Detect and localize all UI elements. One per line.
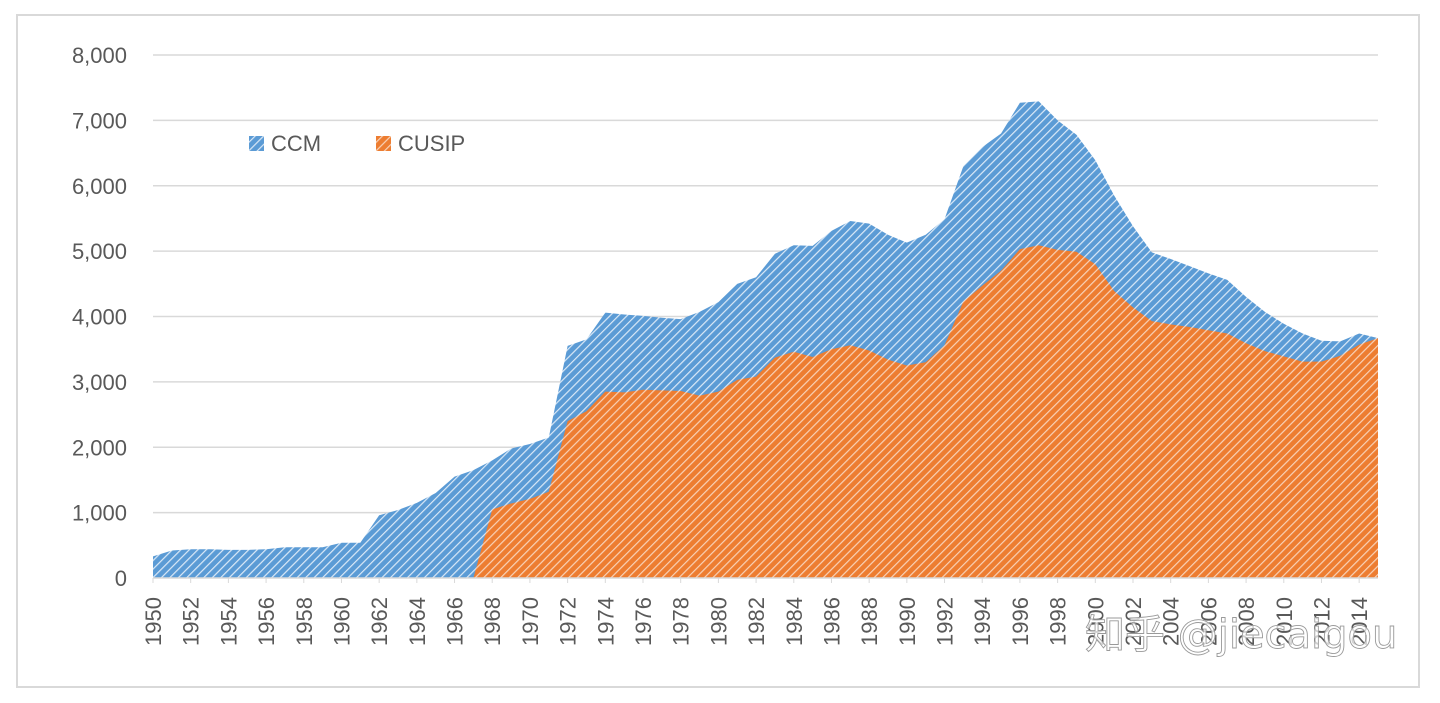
x-tick-label: 1956 — [254, 597, 279, 646]
x-tick-label: 1996 — [1008, 597, 1033, 646]
legend-label-ccm: CCM — [271, 131, 321, 156]
legend-label-cusip: CUSIP — [398, 131, 465, 156]
x-tick-label: 1962 — [367, 597, 392, 646]
x-tick-label: 2004 — [1159, 597, 1184, 646]
x-tick-label: 2014 — [1347, 597, 1372, 646]
series-area-cusip — [153, 245, 1378, 578]
x-tick-label: 2012 — [1309, 597, 1334, 646]
x-tick-label: 1992 — [933, 597, 958, 646]
y-tick-label: 1,000 — [72, 501, 127, 526]
x-tick-label: 2006 — [1196, 597, 1221, 646]
x-tick-label: 1952 — [179, 597, 204, 646]
x-tick-label: 2008 — [1234, 597, 1259, 646]
y-tick-label: 6,000 — [72, 174, 127, 199]
x-axis: 1950 1952 1954 1956 1958 1960 1962 1964 1966 1968… — [141, 578, 1372, 646]
x-tick-label: 1968 — [480, 597, 505, 646]
x-tick-label: 1994 — [970, 597, 995, 646]
x-tick-label: 1960 — [329, 597, 354, 646]
x-tick-label: 1980 — [706, 597, 731, 646]
x-tick-label: 1976 — [631, 597, 656, 646]
x-tick-label: 2000 — [1083, 597, 1108, 646]
x-tick-label: 1970 — [518, 597, 543, 646]
x-tick-label: 2010 — [1272, 597, 1297, 646]
x-tick-label: 1964 — [405, 597, 430, 646]
x-tick-label: 1990 — [895, 597, 920, 646]
x-tick-label: 1998 — [1046, 597, 1071, 646]
x-tick-label: 1958 — [292, 597, 317, 646]
y-tick-label: 2,000 — [72, 435, 127, 460]
legend: CCM CUSIP — [249, 131, 465, 156]
x-tick-label: 1972 — [556, 597, 581, 646]
y-tick-label: 4,000 — [72, 305, 127, 330]
y-tick-label: 0 — [115, 566, 127, 591]
y-tick-label: 5,000 — [72, 239, 127, 264]
x-tick-label: 1982 — [744, 597, 769, 646]
x-tick-label: 2002 — [1121, 597, 1146, 646]
watermark-text: 知乎 @jiecaigou — [1085, 612, 1397, 658]
x-tick-label: 1966 — [443, 597, 468, 646]
y-tick-label: 7,000 — [72, 108, 127, 133]
y-tick-label: 3,000 — [72, 370, 127, 395]
x-tick-label: 1954 — [216, 597, 241, 646]
x-tick-label: 1986 — [819, 597, 844, 646]
legend-swatch-cusip — [376, 136, 391, 151]
legend-swatch-ccm — [249, 136, 264, 151]
x-tick-label: 1950 — [141, 597, 166, 646]
x-tick-label: 1984 — [782, 597, 807, 646]
plot-area — [153, 101, 1378, 578]
x-tick-label: 1974 — [593, 597, 618, 646]
y-axis: 0 1,000 2,000 3,000 4,000 5,000 6,000 7,000 8,00… — [72, 43, 127, 591]
x-tick-label: 1978 — [669, 597, 694, 646]
x-tick-label: 1988 — [857, 597, 882, 646]
y-tick-label: 8,000 — [72, 43, 127, 68]
